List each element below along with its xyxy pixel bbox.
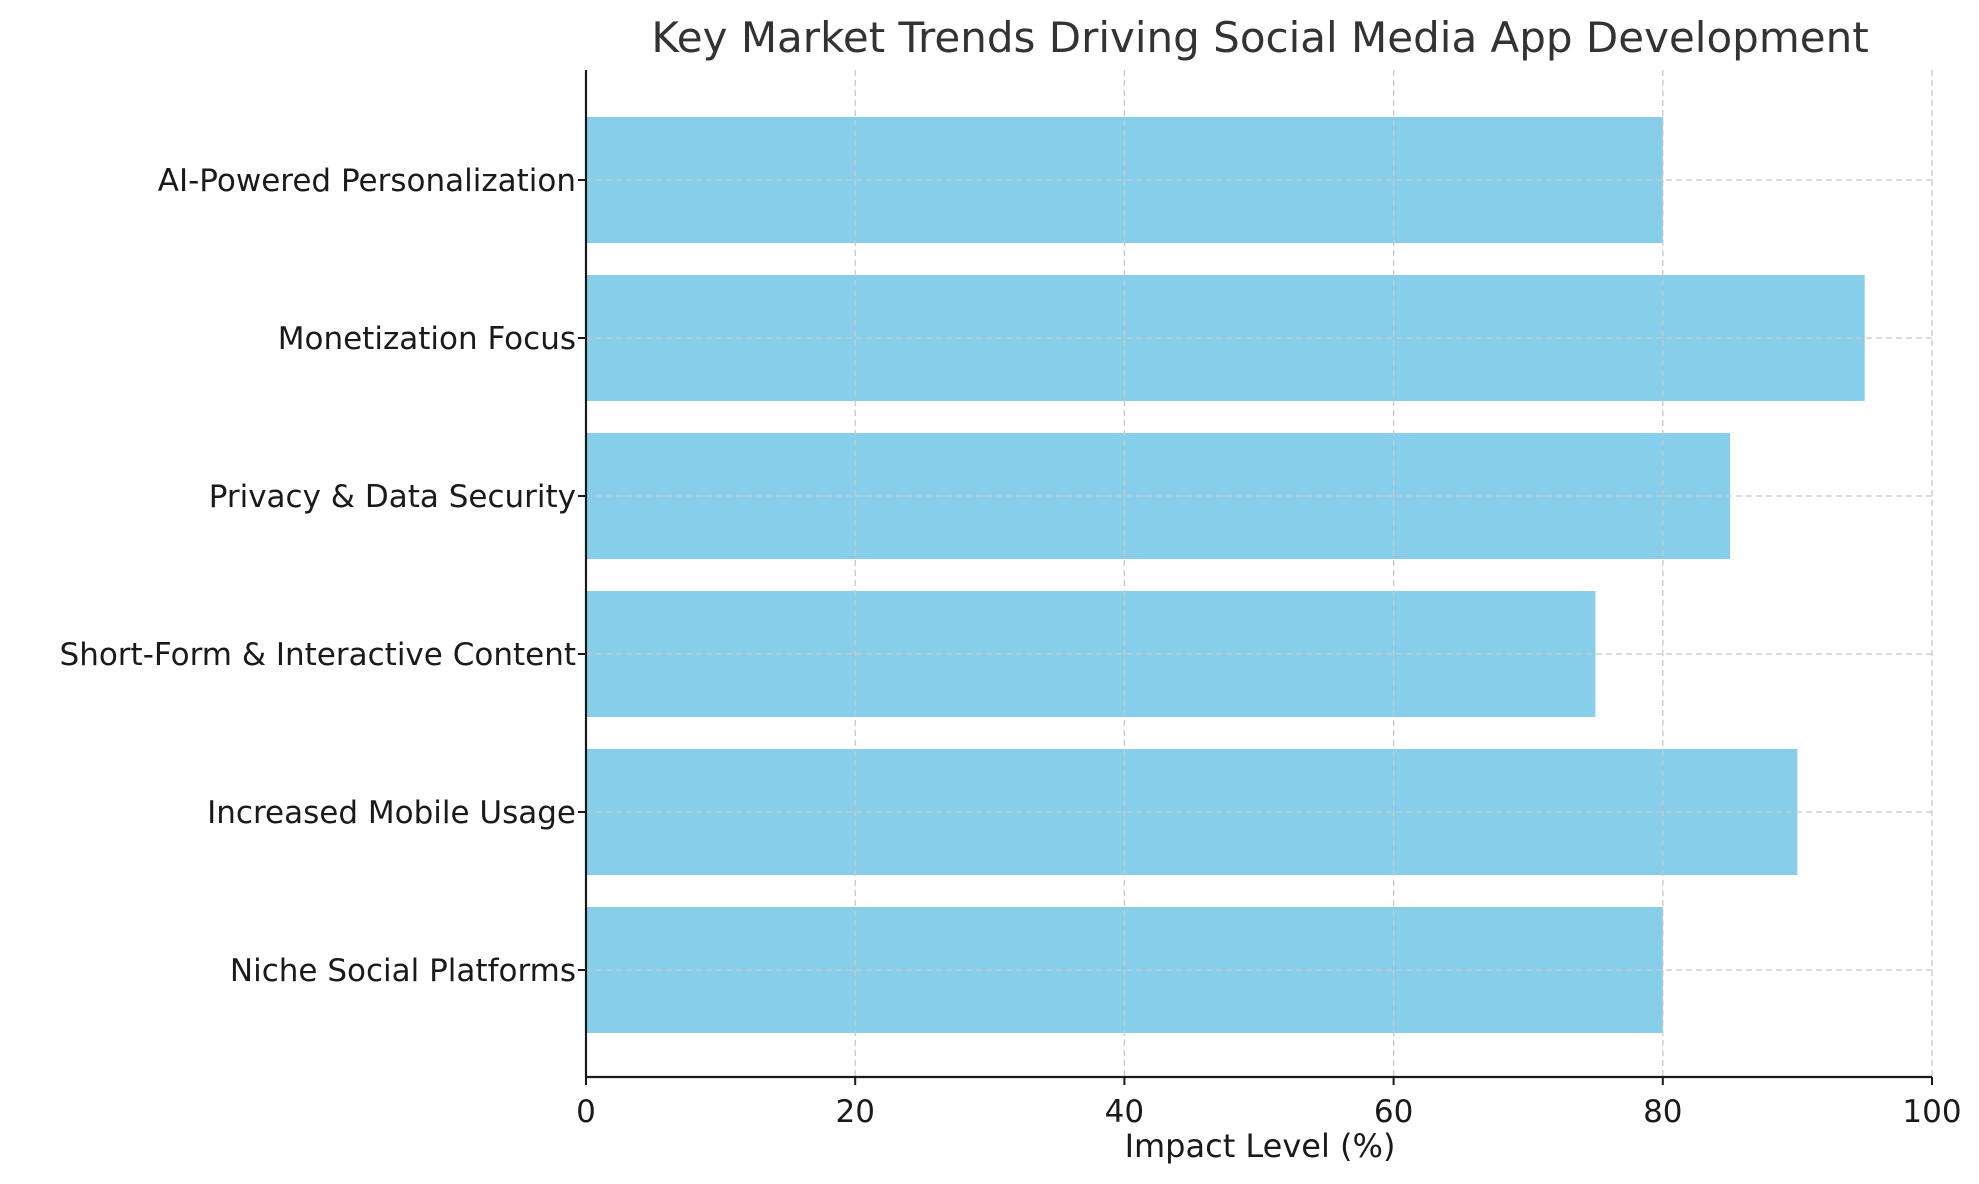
bars [586, 117, 1865, 1033]
grid-lines [586, 70, 1933, 1077]
y-tick-label: Monetization Focus [278, 321, 576, 357]
chart-title: Key Market Trends Driving Social Media A… [651, 13, 1868, 62]
y-tick-label: Short-Form & Interactive Content [60, 637, 576, 673]
y-tick-label: Niche Social Platforms [230, 953, 576, 989]
x-tick-label: 40 [1105, 1094, 1144, 1130]
y-tick-label: Privacy & Data Security [209, 479, 576, 515]
x-tick-label: 0 [576, 1094, 596, 1130]
y-tick-label: Increased Mobile Usage [207, 795, 576, 831]
x-tick-label: 20 [835, 1094, 874, 1130]
x-tick-label: 80 [1643, 1094, 1682, 1130]
x-tick-label: 60 [1374, 1094, 1413, 1130]
x-tick-label: 100 [1902, 1094, 1961, 1130]
x-axis-label: Impact Level (%) [1125, 1127, 1396, 1165]
y-tick-label: AI-Powered Personalization [158, 163, 576, 199]
axes [578, 70, 1933, 1085]
tick-labels: 0 20 40 60 80 100 AI-Powered Personalization Mo… [60, 163, 1962, 1130]
